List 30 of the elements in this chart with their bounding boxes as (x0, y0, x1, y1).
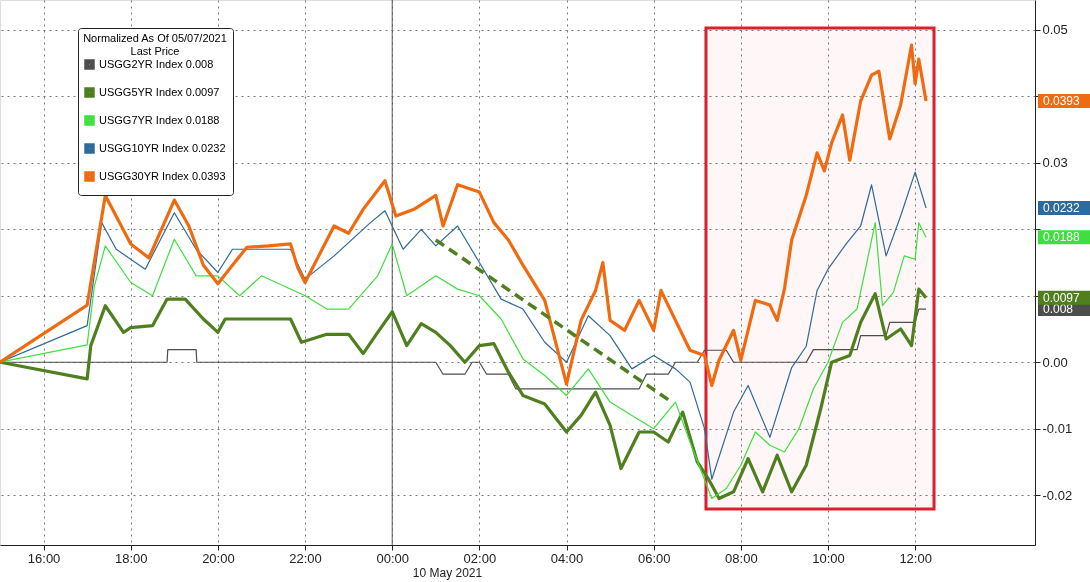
x-tick-label: 18:00 (114, 550, 148, 566)
legend-label: USGG30YR Index 0.0393 (99, 169, 226, 182)
x-tick-label: 16:00 (27, 550, 61, 566)
legend-label: USGG2YR Index 0.008 (99, 57, 214, 70)
y-tick-label: 0.05 (1042, 22, 1068, 38)
text: 0.0188 (1043, 230, 1081, 245)
y-tick-label: 0.03 (1042, 155, 1068, 171)
x-tick-label: 10:00 (812, 550, 845, 566)
text: 0.0393 (1043, 94, 1081, 109)
x-tick-label: 12:00 (899, 550, 932, 566)
x-tick-label: 02:00 (463, 550, 497, 566)
text: 0.0097 (1043, 290, 1081, 305)
x-tick-label: 04:00 (550, 550, 584, 566)
line-series (0, 287, 928, 501)
line-series (0, 43, 928, 388)
legend-label: USGG7YR Index 0.0188 (99, 113, 220, 126)
text: 0.0232 (1043, 201, 1081, 216)
x-tick-label: 00:00 (376, 550, 409, 566)
x-tick-label: 22:00 (289, 550, 322, 566)
text: 10 May 2021 (412, 566, 483, 580)
x-tick-label: 08:00 (725, 550, 758, 566)
text: 0.008 (1043, 302, 1074, 317)
y-tick-label: 0.00 (1042, 354, 1068, 370)
y-tick-label: -0.02 (1042, 487, 1073, 503)
x-tick-label: 20:00 (202, 550, 235, 566)
legend-label: USGG5YR Index 0.0097 (99, 85, 220, 98)
legend-title: Normalized As Of 05/07/2021 Last Price (83, 32, 227, 57)
y-tick-label: -0.01 (1042, 421, 1073, 437)
legend-label: USGG10YR Index 0.0232 (99, 141, 226, 154)
x-tick-label: 06:00 (637, 550, 671, 566)
